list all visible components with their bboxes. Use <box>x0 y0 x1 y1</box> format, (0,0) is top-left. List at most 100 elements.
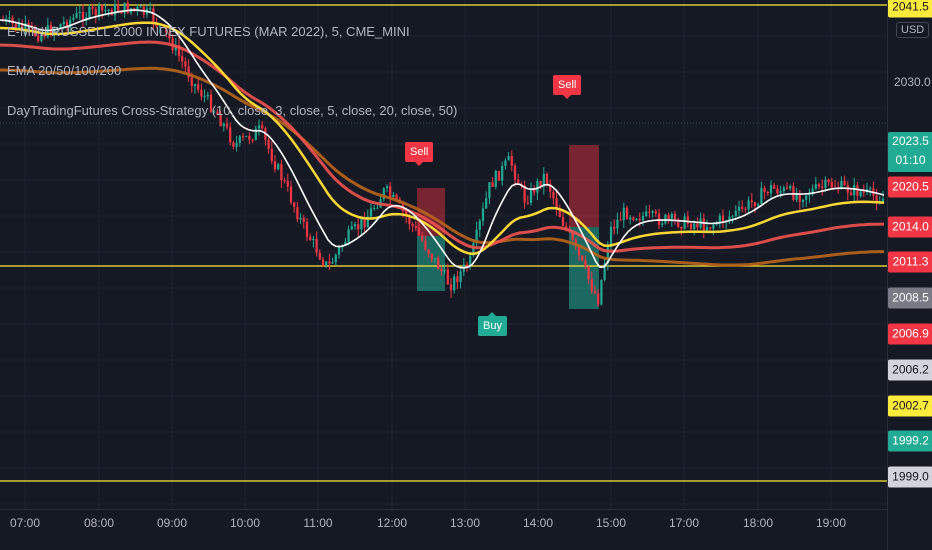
candle-body <box>616 219 619 229</box>
candle-body <box>133 8 136 10</box>
candle-body <box>718 215 721 224</box>
candle-body <box>565 225 568 229</box>
candle-body <box>385 186 389 189</box>
short-position-target-zone <box>569 227 599 309</box>
time-label: 12:00 <box>376 516 408 530</box>
candle-body <box>597 293 600 305</box>
candle-body <box>581 255 584 261</box>
currency-button[interactable]: USD <box>896 22 930 38</box>
candle-body <box>792 186 795 200</box>
candle-body <box>635 218 638 220</box>
candle-body <box>702 218 705 231</box>
candle-body <box>693 223 696 229</box>
candle-body <box>481 208 485 221</box>
candle-body <box>533 187 536 193</box>
candle-body <box>213 111 216 113</box>
time-label: 17:00 <box>668 516 700 530</box>
candle-body <box>728 216 731 221</box>
candle-body <box>613 226 616 229</box>
candle-body <box>513 165 517 180</box>
candle-body <box>353 224 357 227</box>
candle-body <box>177 45 181 57</box>
candle-body <box>229 127 232 143</box>
candle-body <box>331 262 334 264</box>
candle-body <box>523 185 526 203</box>
price-badge: 2006.9 <box>888 323 932 345</box>
candle-body <box>273 161 277 170</box>
candle-body <box>113 4 117 16</box>
candle-body <box>536 180 539 193</box>
candle-body <box>667 214 670 220</box>
candle-body <box>190 77 193 87</box>
ema-100-line <box>0 40 884 253</box>
candle-body <box>773 185 776 189</box>
candle-body <box>289 186 293 203</box>
candle-body <box>168 32 171 39</box>
candle-body <box>507 156 510 161</box>
candle-body <box>136 6 139 10</box>
candle-body <box>8 17 11 19</box>
candle-body <box>53 29 56 35</box>
candle-body <box>261 125 264 129</box>
time-label: 10:00 <box>229 516 261 530</box>
candle-body <box>526 202 529 204</box>
candle-body <box>529 187 533 204</box>
candle-body <box>488 182 491 199</box>
candle-body <box>574 239 577 246</box>
candle-body <box>40 34 43 42</box>
strategy-indicator-label[interactable]: DayTradingFutures Cross-Strategy (10, cl… <box>7 103 458 118</box>
candle-body <box>17 23 21 29</box>
buy-signal-label[interactable]: Buy <box>478 312 507 336</box>
bar-countdown: 01:10 <box>895 153 926 167</box>
candle-body <box>830 181 833 188</box>
candle-body <box>158 25 161 27</box>
candle-body <box>469 255 472 267</box>
candle-body <box>104 10 107 12</box>
candle-body <box>817 184 821 187</box>
candle-body <box>510 156 513 166</box>
candle-body <box>670 213 673 220</box>
sell-signal-label[interactable]: Sell <box>553 75 582 99</box>
candle-body <box>497 171 501 181</box>
candle-body <box>123 2 126 14</box>
candle-body <box>821 186 824 188</box>
candle-body <box>645 211 648 216</box>
candle-body <box>657 213 661 225</box>
candle-body <box>152 8 155 23</box>
candle-body <box>769 185 773 194</box>
candle-body <box>440 269 443 272</box>
candle-body <box>206 94 209 97</box>
symbol-title[interactable]: E-MINI RUSSELL 2000 INDEX FUTURES (MAR 2… <box>7 24 410 39</box>
candle-body <box>721 215 725 223</box>
candle-body <box>373 208 376 210</box>
candle-body <box>542 173 545 187</box>
candle-body <box>337 247 341 255</box>
candle-body <box>552 191 555 199</box>
price-scale[interactable]: 2041.5 USD 2030.0 2023.5 01:10 2020.5 20… <box>887 0 932 550</box>
candle-body <box>94 8 97 16</box>
candle-body <box>251 139 254 141</box>
candle-body <box>280 164 283 181</box>
sell-signal-label[interactable]: Sell <box>405 142 434 166</box>
chart-area[interactable]: E-MINI RUSSELL 2000 INDEX FUTURES (MAR 2… <box>0 0 887 509</box>
price-badge: 2006.2 <box>888 359 932 381</box>
candle-body <box>21 23 24 30</box>
price-badge: 1999.0 <box>888 466 932 488</box>
ema-indicator-label[interactable]: EMA 20/50/100/200 <box>7 63 122 78</box>
time-label: 09:00 <box>156 516 188 530</box>
candle-body <box>593 290 597 294</box>
candle-body <box>632 217 635 220</box>
price-chart[interactable] <box>0 0 887 509</box>
candle-body <box>561 217 565 226</box>
candle-body <box>427 249 430 254</box>
candle-body <box>369 208 373 217</box>
candle-body <box>465 264 469 267</box>
candle-body <box>753 202 757 207</box>
candle-body <box>197 84 200 90</box>
candle-body <box>392 194 395 197</box>
candle-body <box>875 195 878 204</box>
candle-body <box>267 139 270 149</box>
time-axis[interactable]: 07:00 08:00 09:00 10:00 11:00 12:00 13:0… <box>0 509 887 550</box>
candle-body <box>824 179 827 188</box>
candle-body <box>62 21 65 25</box>
